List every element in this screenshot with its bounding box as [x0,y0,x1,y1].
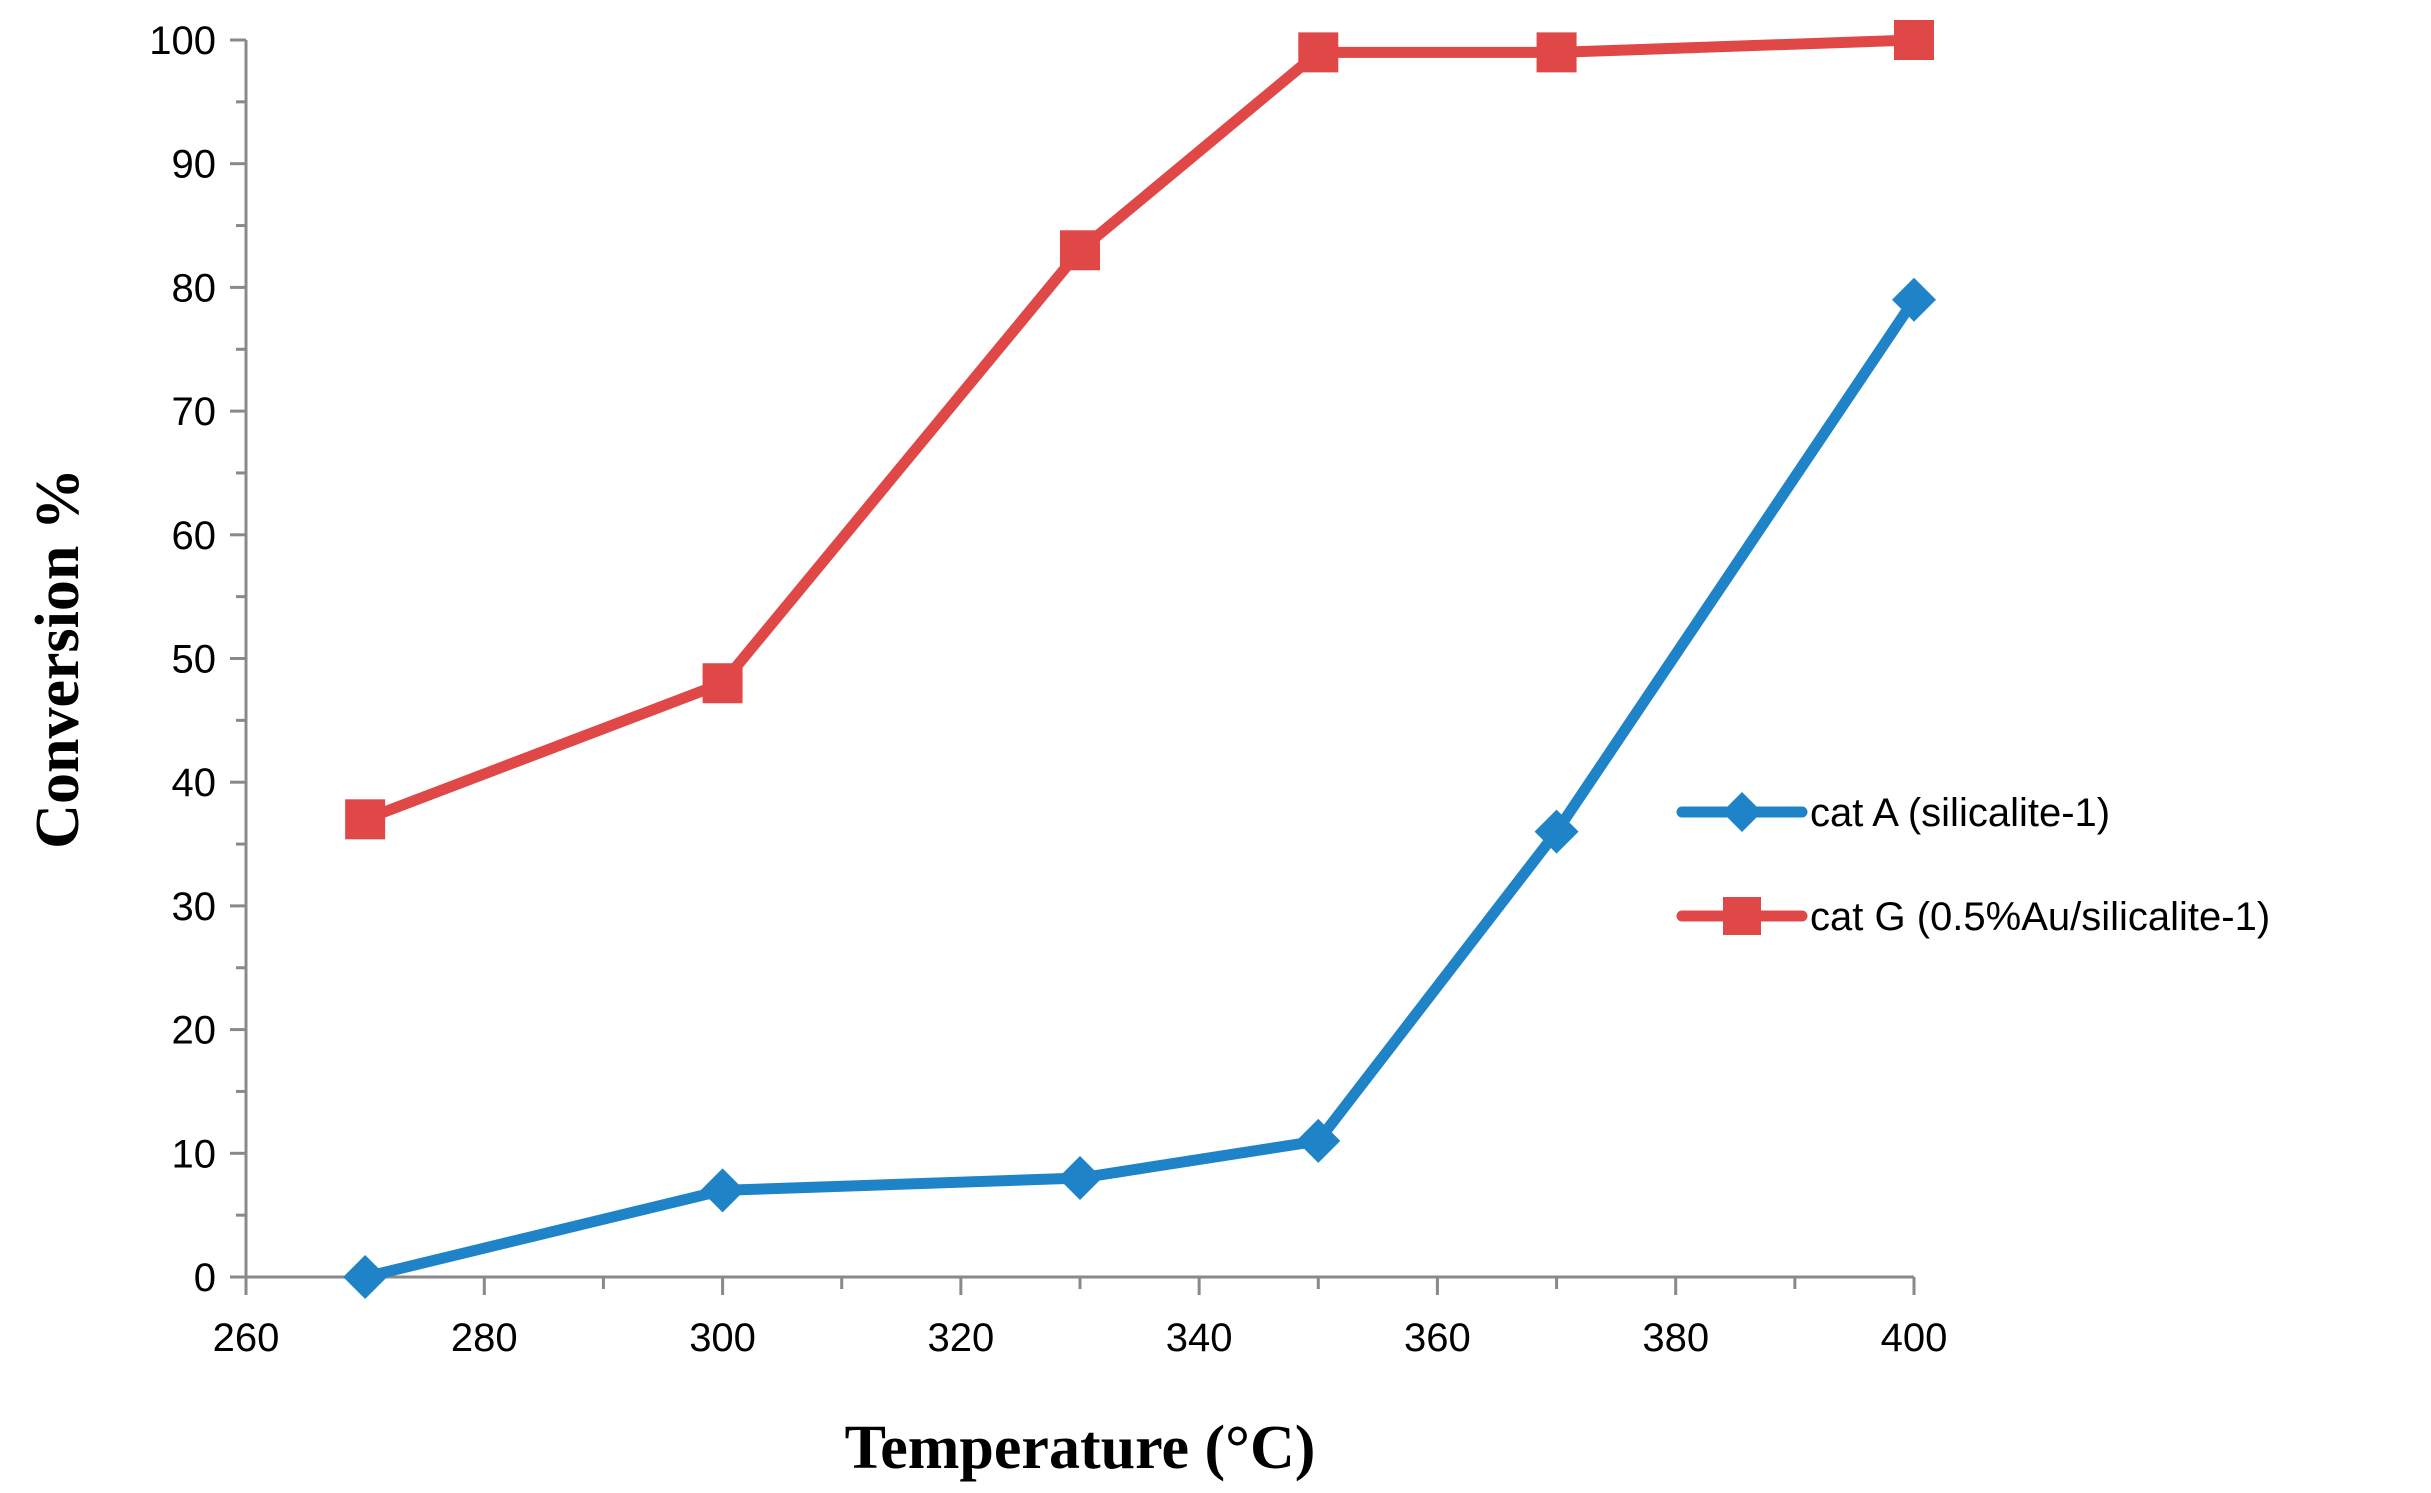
y-tick-label: 40 [172,761,217,805]
x-tick-label: 400 [1881,1316,1948,1360]
data-point-diamond [1058,1156,1102,1201]
plot-area: 0 10 20 30 40 50 60 70 80 90 100 260 280 300 320 340 36… [149,19,1947,1360]
x-ticks: 260 280 300 320 340 360 380 400 [213,1277,1948,1360]
data-point-diamond [1892,277,1936,322]
x-tick-label: 360 [1404,1316,1471,1360]
data-point-diamond [1534,809,1579,854]
x-tick-label: 300 [689,1316,756,1360]
y-tick-label: 10 [172,1132,217,1176]
y-tick-label: 20 [172,1009,217,1053]
legend-entry-2: cat G (0.5%Au/silicalite-1) [1676,895,2270,939]
x-tick-label: 340 [1166,1316,1233,1360]
legend-entry-1: cat A (silicalite-1) [1676,791,2110,835]
data-point-square [1060,230,1100,271]
y-tick-label: 70 [172,390,217,434]
y-axis-title: Conversion % [24,468,92,849]
y-tick-label: 50 [172,638,217,682]
data-point-square [1894,20,1934,60]
data-point-square [1536,32,1577,73]
x-tick-label: 380 [1642,1316,1709,1360]
data-point-square [702,663,743,704]
y-ticks: 0 10 20 30 40 50 60 70 80 90 100 [149,19,246,1300]
y-tick-label: 100 [149,19,216,63]
y-tick-label: 80 [172,266,217,310]
x-tick-label: 320 [927,1316,994,1360]
legend-marker-diamond [1722,792,1762,832]
series-layer [343,20,1936,1299]
series-2 [345,20,1934,840]
series-1 [343,277,1936,1299]
legend-label: cat G (0.5%Au/silicalite-1) [1810,895,2270,939]
x-tick-label: 260 [213,1316,280,1360]
x-axis-title: Temperature (°C) [845,1414,1316,1482]
legend: cat A (silicalite-1) cat G (0.5%Au/silica… [1676,791,2270,939]
data-point-diamond [343,1255,388,1299]
legend-label: cat A (silicalite-1) [1810,791,2110,835]
y-axis: 0 10 20 30 40 50 60 70 80 90 100 [149,19,248,1300]
series-line [359,294,1920,1283]
data-point-diamond [1296,1118,1341,1163]
y-tick-label: 30 [172,885,217,929]
y-tick-label: 0 [194,1256,216,1300]
data-point-square [345,799,386,840]
y-tick-label: 90 [172,143,217,187]
series-line [359,34,1920,825]
data-point-diamond [700,1168,745,1213]
data-point-square [1298,32,1339,73]
legend-marker-square [1723,897,1761,935]
x-axis: 260 280 300 320 340 360 380 400 [213,1275,1948,1360]
y-tick-label: 60 [172,514,217,558]
x-tick-label: 280 [451,1316,518,1360]
